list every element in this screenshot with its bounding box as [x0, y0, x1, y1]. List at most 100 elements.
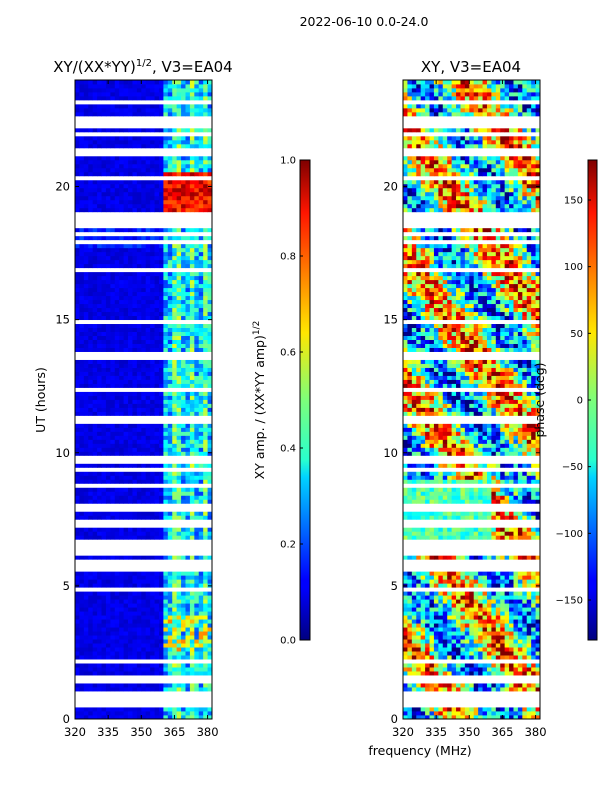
heat-cell [517, 663, 523, 668]
heat-cell [158, 379, 164, 384]
heat-cell [403, 479, 408, 484]
heat-cell [522, 643, 528, 648]
heat-cell [176, 535, 182, 540]
heat-cell [473, 619, 479, 624]
heat-cell [136, 479, 142, 484]
heat-cell [101, 375, 107, 380]
heat-cell [150, 247, 155, 253]
heat-cell [128, 623, 133, 628]
heat-cell [141, 379, 147, 384]
heat-cell [176, 655, 182, 660]
heat-cell [101, 171, 107, 177]
heat-cell [132, 599, 138, 604]
heat-cell [460, 555, 466, 560]
heat-cell [172, 599, 178, 604]
heat-cell [79, 347, 85, 352]
heat-cell [123, 495, 129, 500]
heat-cell [163, 135, 169, 141]
heat-cell [194, 303, 200, 309]
heat-cell [158, 439, 164, 444]
heat-cell [158, 163, 164, 169]
heat-cell [425, 627, 430, 632]
heat-cell [442, 499, 448, 504]
heat-cell [136, 159, 142, 165]
heat-cell [97, 615, 102, 620]
heat-cell [110, 83, 116, 89]
heat-cell [198, 359, 204, 364]
heat-cell [491, 671, 497, 676]
heat-cell [75, 155, 80, 161]
heat-cell [464, 495, 470, 500]
heat-cell [194, 463, 200, 468]
heat-cell [88, 363, 94, 368]
heat-cell [460, 527, 466, 532]
heat-cell [176, 407, 182, 412]
heat-cell [473, 667, 479, 672]
heat-cell [158, 571, 164, 576]
heat-cell [535, 687, 540, 692]
heat-cell [460, 479, 466, 484]
heat-cell [132, 555, 138, 560]
heat-cell [447, 707, 453, 712]
heat-cell [97, 95, 102, 101]
heat-cell [79, 271, 85, 277]
heat-cell [522, 495, 528, 500]
heat-cell [486, 591, 492, 596]
heat-cell [185, 611, 191, 616]
heat-cell [141, 271, 147, 277]
heat-cell [141, 667, 147, 672]
heat-cell [132, 243, 138, 249]
heat-cell [119, 667, 125, 672]
heat-cell [517, 579, 523, 584]
heat-cell [433, 631, 439, 636]
heat-cell [110, 439, 116, 444]
heat-cell [101, 715, 107, 719]
heat-cell [141, 375, 147, 380]
heat-cell [163, 427, 169, 432]
heat-cell [114, 375, 120, 380]
heat-cell [145, 107, 151, 113]
heat-cell [128, 383, 133, 388]
heat-cell [163, 191, 169, 197]
heat-cell [420, 687, 426, 692]
heat-cell [469, 635, 475, 640]
heat-cell [189, 439, 195, 444]
heat-cell [123, 447, 129, 452]
heat-cell [92, 203, 98, 209]
heat-cell [154, 391, 160, 396]
heat-cell [101, 667, 107, 672]
heat-cell [141, 359, 147, 364]
heat-cell [460, 647, 466, 652]
heat-cell [172, 235, 178, 241]
heat-cell [420, 651, 426, 656]
heat-cell [442, 707, 448, 712]
heat-cell [176, 171, 182, 177]
heat-cell [136, 435, 142, 440]
heat-cell [469, 707, 475, 712]
heat-cell [486, 595, 492, 600]
heat-cell [198, 463, 204, 468]
heat-cell [101, 303, 107, 309]
heat-cell [456, 671, 461, 676]
heat-cell [172, 391, 178, 396]
heat-cell [194, 171, 200, 177]
heat-cell [407, 627, 413, 632]
heat-cell [141, 339, 147, 344]
heat-cell [451, 647, 457, 652]
heat-cell [83, 367, 89, 372]
heat-cell [158, 107, 164, 113]
heat-cell [189, 339, 195, 344]
heat-cell [97, 647, 102, 652]
heat-cell [110, 95, 116, 101]
heat-cell [101, 599, 107, 604]
heat-cell [172, 611, 178, 616]
heat-cell [128, 195, 133, 201]
heat-cell [526, 499, 532, 504]
heat-cell [456, 515, 461, 520]
heat-cell [433, 535, 439, 540]
heat-cell [128, 491, 133, 496]
heat-cell [150, 91, 155, 97]
heat-cell [97, 711, 102, 716]
heat-cell [464, 631, 470, 636]
heat-cell [97, 439, 102, 444]
